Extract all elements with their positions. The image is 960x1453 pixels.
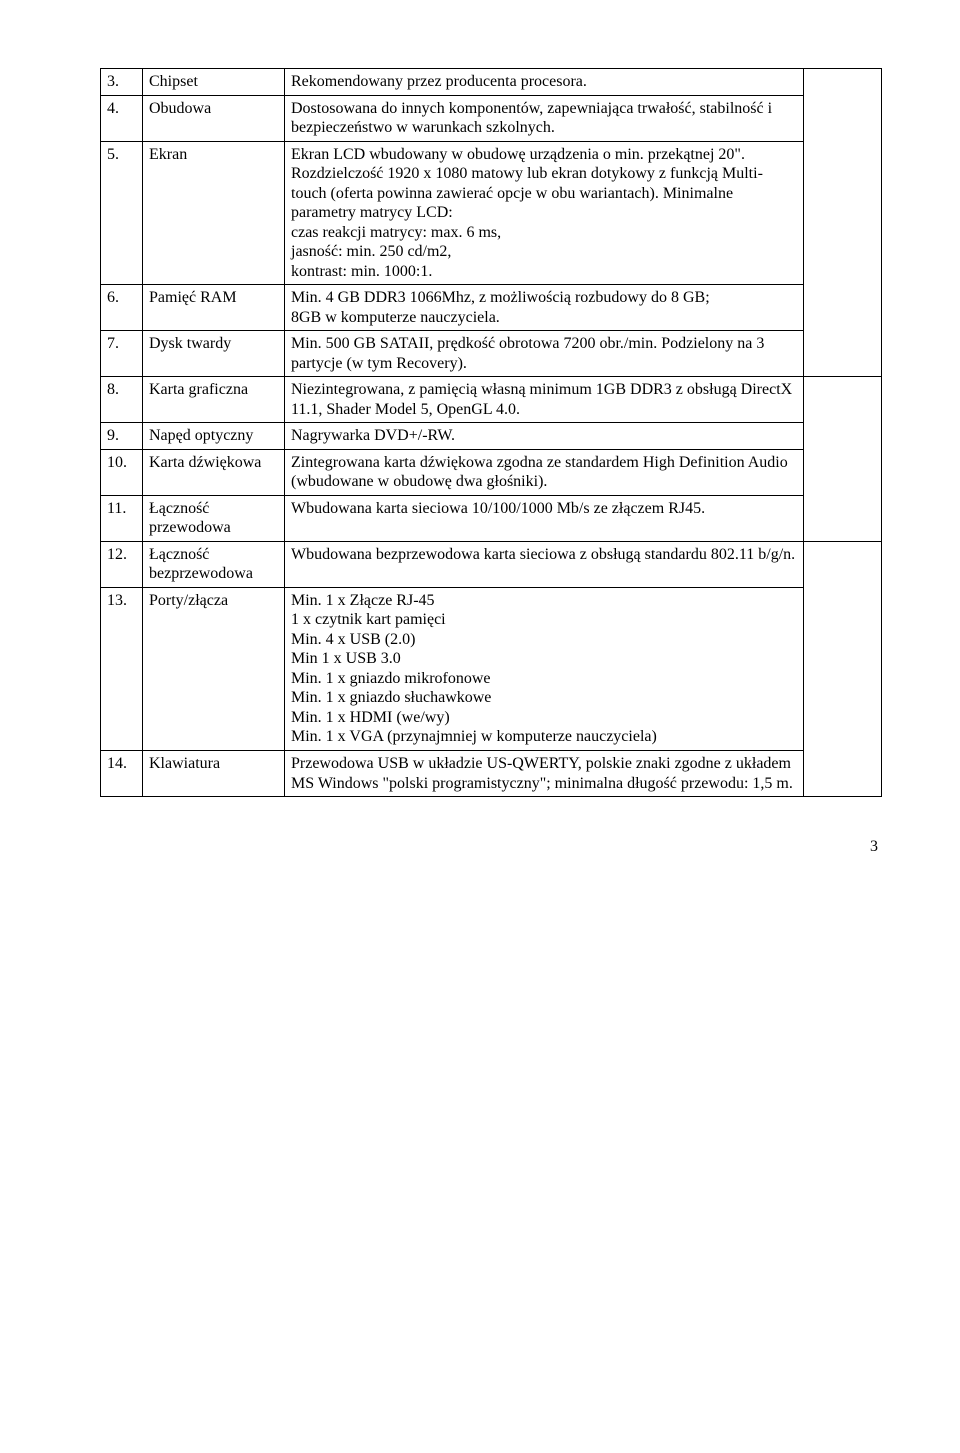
spec-table: 3.ChipsetRekomendowany przez producenta … [100,68,882,797]
row-number: 6. [101,285,143,331]
row-description: Min. 1 x Złącze RJ-45 1 x czytnik kart p… [285,587,804,750]
table-row: 9.Napęd optycznyNagrywarka DVD+/-RW. [101,423,882,450]
row-name: Porty/złącza [143,587,285,750]
row-description: Przewodowa USB w układzie US-QWERTY, pol… [285,750,804,796]
row-description: Dostosowana do innych komponentów, zapew… [285,95,804,141]
row-name: Napęd optyczny [143,423,285,450]
row-name: Obudowa [143,95,285,141]
row-name: Łączność bezprzewodowa [143,541,285,587]
row-number: 12. [101,541,143,587]
row-description: Wbudowana karta sieciowa 10/100/1000 Mb/… [285,495,804,541]
row-name: Karta graficzna [143,377,285,423]
row-number: 3. [101,69,143,96]
row-description: Min. 4 GB DDR3 1066Mhz, z możliwością ro… [285,285,804,331]
row-number: 8. [101,377,143,423]
row-name: Klawiatura [143,750,285,796]
spec-table-body: 3.ChipsetRekomendowany przez producenta … [101,69,882,797]
table-row: 6.Pamięć RAMMin. 4 GB DDR3 1066Mhz, z mo… [101,285,882,331]
row-description: Wbudowana bezprzewodowa karta sieciowa z… [285,541,804,587]
row-name: Pamięć RAM [143,285,285,331]
row-number: 7. [101,331,143,377]
row-name: Karta dźwiękowa [143,449,285,495]
row-number: 11. [101,495,143,541]
row-number: 13. [101,587,143,750]
table-row: 3.ChipsetRekomendowany przez producenta … [101,69,882,96]
row-description: Rekomendowany przez producenta procesora… [285,69,804,96]
row-empty [804,541,882,796]
table-row: 5.EkranEkran LCD wbudowany w obudowę urz… [101,141,882,285]
row-name: Chipset [143,69,285,96]
row-description: Ekran LCD wbudowany w obudowę urządzenia… [285,141,804,285]
table-row: 14.KlawiaturaPrzewodowa USB w układzie U… [101,750,882,796]
table-row: 7.Dysk twardyMin. 500 GB SATAII, prędkoś… [101,331,882,377]
row-description: Zintegrowana karta dźwiękowa zgodna ze s… [285,449,804,495]
table-row: 11.Łączność przewodowaWbudowana karta si… [101,495,882,541]
page-number: 3 [100,837,882,857]
row-number: 4. [101,95,143,141]
row-number: 9. [101,423,143,450]
row-number: 14. [101,750,143,796]
row-name: Ekran [143,141,285,285]
row-description: Niezintegrowana, z pamięcią własną minim… [285,377,804,423]
row-name: Dysk twardy [143,331,285,377]
row-description: Min. 500 GB SATAII, prędkość obrotowa 72… [285,331,804,377]
row-number: 5. [101,141,143,285]
table-row: 13.Porty/złączaMin. 1 x Złącze RJ-45 1 x… [101,587,882,750]
table-row: 8.Karta graficznaNiezintegrowana, z pami… [101,377,882,423]
row-name: Łączność przewodowa [143,495,285,541]
table-row: 12.Łączność bezprzewodowaWbudowana bezpr… [101,541,882,587]
table-row: 4.ObudowaDostosowana do innych komponent… [101,95,882,141]
row-description: Nagrywarka DVD+/-RW. [285,423,804,450]
row-empty [804,69,882,377]
row-number: 10. [101,449,143,495]
row-empty [804,377,882,542]
table-row: 10.Karta dźwiękowaZintegrowana karta dźw… [101,449,882,495]
